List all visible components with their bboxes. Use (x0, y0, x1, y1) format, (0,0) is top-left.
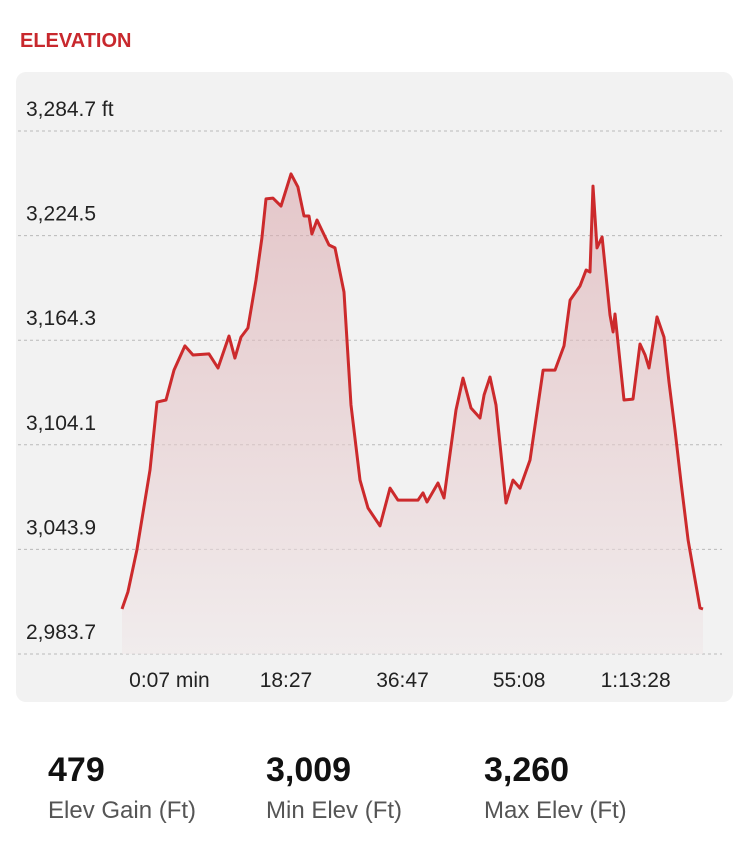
y-tick-label: 2,983.7 (26, 621, 96, 644)
stats: 479 Elev Gain (Ft) 3,009 Min Elev (Ft) 3,260… (48, 751, 627, 824)
elevation-line (120, 172, 704, 611)
section-title: ELEVATION (20, 30, 131, 52)
stat-value: 3,009 (266, 751, 351, 789)
plot: 2,983.7 3,043.9 3,104.1 3,164.3 3,224.5 3,284… (18, 98, 722, 692)
area-fill (122, 173, 703, 654)
x-tick-label: 1:13:28 (601, 669, 671, 692)
x-tick-label: 55:08 (493, 669, 546, 692)
y-tick-label: 3,284.7 ft (26, 98, 114, 121)
y-tick-label: 3,224.5 (26, 203, 96, 226)
x-tick-label: 36:47 (376, 669, 429, 692)
x-tick-label: 18:27 (260, 669, 313, 692)
stat-label: Min Elev (Ft) (266, 797, 402, 824)
x-tick-label: 0:07 min (129, 669, 210, 692)
stat-label: Elev Gain (Ft) (48, 797, 196, 824)
y-tick-label: 3,104.1 (26, 412, 96, 435)
y-tick-label: 3,043.9 (26, 516, 96, 539)
stat-value: 479 (48, 751, 105, 789)
y-tick-label: 3,164.3 (26, 307, 96, 330)
stat-label: Max Elev (Ft) (484, 797, 627, 824)
stat-value: 3,260 (484, 751, 569, 789)
